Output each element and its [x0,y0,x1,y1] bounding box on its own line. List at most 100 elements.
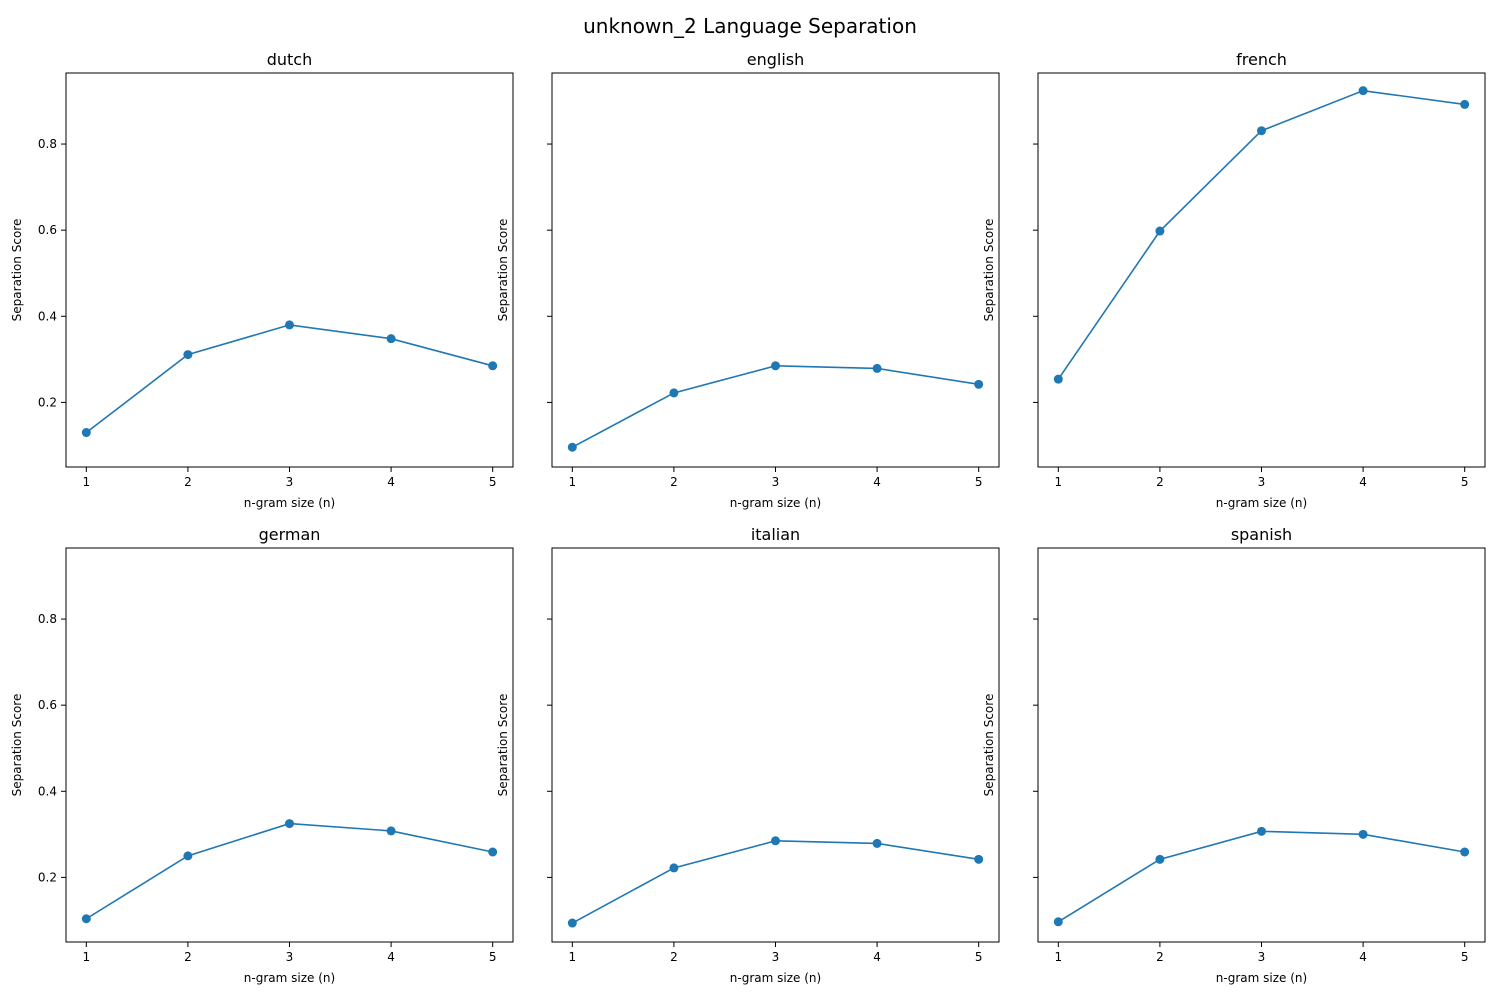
data-point [1460,847,1470,857]
x-tick-label: 4 [873,475,881,489]
x-axis-label: n-gram size (n) [1216,496,1307,510]
x-tick-label: 4 [387,475,395,489]
data-point [669,388,679,398]
x-axis-label: n-gram size (n) [244,496,335,510]
y-axis-label: Separation Score [10,694,24,797]
x-tick-label: 2 [670,950,678,964]
data-point [771,836,780,846]
data-point [567,918,577,928]
figure-title: unknown_2 Language Separation [583,14,917,38]
subplot-french: french 1 2 3 4 5 n-gram size (n) Separation Sco… [982,50,1486,510]
data-point [872,363,882,373]
y-tick-label: 0.8 [38,137,57,151]
y-axis-label: Separation Score [982,219,996,322]
series-line [85,822,493,920]
subplot-title: italian [751,525,800,544]
x-axis-label: n-gram size (n) [730,971,821,985]
data-point [183,851,193,861]
x-tick-label: 1 [1054,950,1062,964]
data-point [1053,374,1063,384]
data-point [1358,829,1368,839]
data-point [974,854,984,864]
y-axis-label: Separation Score [982,694,996,797]
x-tick-label: 4 [1359,475,1367,489]
y-tick-label: 0.6 [38,698,57,712]
data-point [81,428,91,438]
x-tick-label: 4 [873,950,881,964]
x-tick-label: 5 [975,950,983,964]
x-tick-label: 4 [1359,950,1367,964]
x-tick-label: 3 [286,475,294,489]
x-tick-label: 1 [82,950,90,964]
x-axis-label: n-gram size (n) [730,496,821,510]
data-point [386,334,396,344]
x-tick-label: 5 [489,475,497,489]
data-point [1155,226,1165,236]
x-tick-label: 2 [670,475,678,489]
series-line [1057,830,1465,923]
data-point [567,442,577,452]
data-point [1257,826,1266,836]
data-point [974,379,984,389]
subplot-title: english [747,50,805,69]
x-tick-label: 1 [568,950,576,964]
x-tick-label: 1 [82,475,90,489]
subplot-german: german 1 2 3 4 5 0.2 0.4 0.6 0.8 n-gram size (n) Se… [10,525,514,985]
x-tick-label: 3 [1258,475,1266,489]
y-axis-label: Separation Score [496,219,510,322]
data-point [1358,86,1368,96]
subplot-title: spanish [1231,525,1292,544]
data-point [81,914,91,924]
data-point [285,819,294,829]
plot-frame [1037,547,1486,943]
y-tick-label: 0.4 [38,784,57,798]
x-tick-label: 2 [1156,950,1164,964]
y-tick-label: 0.6 [38,223,57,237]
data-point [1053,917,1063,927]
subplot-title: german [259,525,321,544]
subplot-title: dutch [267,50,313,69]
y-tick-label: 0.8 [38,612,57,626]
series-line [571,365,979,448]
x-tick-label: 3 [772,950,780,964]
data-point [488,847,498,857]
data-point [386,826,396,836]
data-point [669,863,679,873]
data-point [1257,126,1266,136]
x-tick-label: 5 [975,475,983,489]
x-tick-label: 3 [286,950,294,964]
x-tick-label: 5 [489,950,497,964]
x-tick-label: 2 [184,950,192,964]
y-axis-label: Separation Score [10,219,24,322]
x-tick-label: 1 [568,475,576,489]
subplot-english: english 1 2 3 4 5 n-gram size (n) Separation Sc… [496,50,1000,510]
data-point [488,361,498,371]
subplot-spanish: spanish 1 2 3 4 5 n-gram size (n) Separation Sc… [982,525,1486,985]
data-point [872,838,882,848]
data-point [1460,99,1470,109]
data-point [183,350,193,360]
plot-frame [551,547,1000,943]
y-axis-label: Separation Score [496,694,510,797]
x-tick-label: 5 [1461,950,1469,964]
data-point [285,320,294,330]
x-axis-label: n-gram size (n) [1216,971,1307,985]
y-tick-label: 0.4 [38,309,57,323]
series-line [85,324,493,434]
x-tick-label: 1 [1054,475,1062,489]
subplot-dutch: dutch 1 2 3 4 5 0.2 0.4 0.6 0.8 n-gram size (n) Sep… [10,50,514,510]
x-tick-label: 2 [1156,475,1164,489]
plot-frame [65,547,514,943]
subplot-italian: italian 1 2 3 4 5 n-gram size (n) Separation Sc… [496,525,1000,985]
x-axis-label: n-gram size (n) [244,971,335,985]
x-tick-label: 3 [1258,950,1266,964]
subplot-title: french [1236,50,1287,69]
data-point [771,361,780,371]
series-line [571,840,979,924]
y-tick-label: 0.2 [38,870,57,884]
plot-frame [65,72,514,468]
data-point [1155,854,1165,864]
plot-frame [551,72,1000,468]
y-tick-label: 0.2 [38,395,57,409]
